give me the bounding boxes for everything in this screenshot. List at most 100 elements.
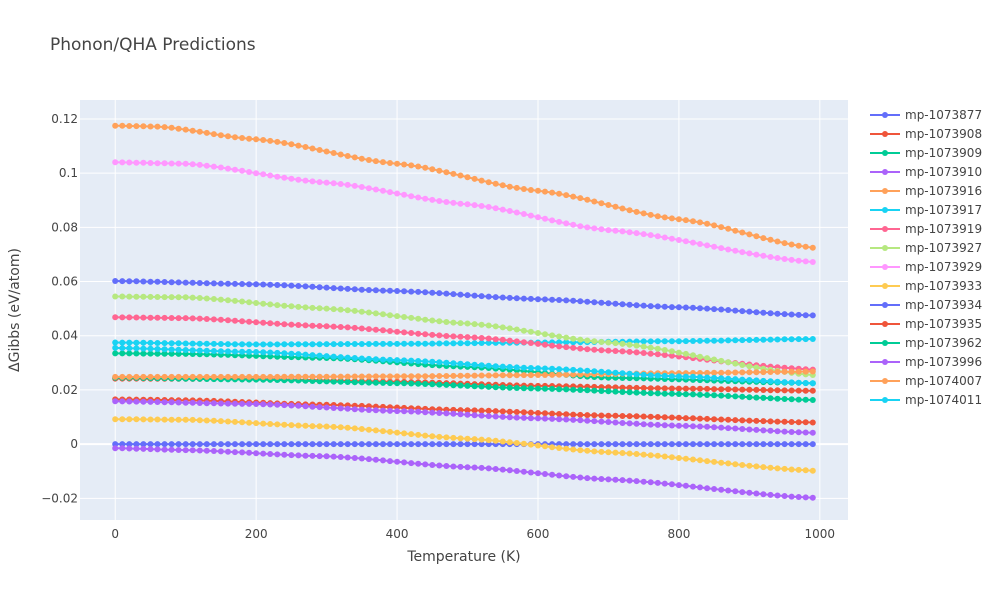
data-point (154, 399, 161, 405)
data-point (401, 161, 408, 168)
data-point (626, 420, 633, 427)
legend-item[interactable]: mp-1073917 (870, 203, 982, 217)
data-point (372, 356, 379, 363)
data-point (443, 373, 450, 379)
data-point (739, 462, 746, 468)
legend-item[interactable]: mp-1073934 (870, 298, 982, 312)
data-point (281, 321, 288, 328)
data-point (591, 412, 598, 419)
data-point (225, 317, 231, 324)
data-point (612, 449, 619, 456)
data-point (661, 214, 668, 221)
series-line (115, 400, 813, 434)
data-point (788, 368, 795, 375)
data-point (450, 463, 457, 470)
data-point (549, 342, 556, 349)
data-point (239, 400, 246, 407)
data-point (415, 330, 422, 337)
data-point (380, 356, 386, 363)
data-point (753, 463, 760, 470)
legend-item[interactable]: mp-1073916 (870, 184, 982, 198)
data-point (492, 437, 499, 444)
data-point (654, 452, 661, 459)
data-point (330, 353, 337, 360)
data-point (633, 349, 640, 356)
data-point (499, 363, 506, 370)
x-tick-label: 1000 (805, 527, 836, 541)
data-point (718, 459, 725, 466)
data-point (422, 432, 429, 439)
data-point (401, 430, 408, 437)
data-point (210, 316, 217, 323)
legend-item[interactable]: mp-1073910 (870, 165, 982, 179)
data-point (380, 287, 386, 294)
data-point (457, 407, 464, 414)
data-point (697, 219, 703, 226)
data-point (739, 376, 746, 383)
data-point (767, 310, 774, 317)
legend-item[interactable]: mp-1073908 (870, 127, 982, 141)
data-point (739, 229, 746, 236)
legend-item[interactable]: mp-1074011 (870, 393, 982, 407)
data-point (351, 441, 358, 448)
data-point (584, 441, 591, 448)
legend-item[interactable]: mp-1073927 (870, 241, 982, 255)
data-point (682, 373, 689, 380)
data-point (351, 286, 358, 293)
data-point (140, 159, 147, 166)
data-point (260, 349, 267, 356)
data-point (471, 334, 478, 341)
data-point (225, 165, 231, 172)
data-point (253, 420, 260, 427)
data-point (668, 481, 675, 488)
legend-item[interactable]: mp-1073962 (870, 336, 982, 350)
data-point (591, 418, 598, 425)
data-point (802, 312, 809, 319)
data-point (584, 367, 591, 374)
data-point (358, 355, 365, 362)
data-point (746, 369, 753, 376)
legend-swatch-marker (882, 378, 888, 384)
data-point (591, 475, 598, 482)
data-point (654, 233, 661, 240)
data-point (711, 486, 718, 492)
data-point (556, 472, 563, 479)
data-point (725, 416, 732, 423)
data-point (661, 480, 668, 487)
data-point (443, 199, 450, 205)
data-point (661, 372, 668, 379)
data-point (556, 333, 563, 340)
data-point (337, 151, 344, 158)
data-point (217, 296, 224, 303)
data-point (119, 159, 126, 166)
data-point (725, 487, 732, 494)
data-point (365, 185, 372, 192)
data-point (408, 340, 415, 347)
data-point (253, 401, 260, 407)
data-point (584, 447, 591, 454)
data-point (161, 350, 168, 357)
data-point (281, 302, 288, 309)
legend-item[interactable]: mp-1073909 (870, 146, 982, 160)
data-point (358, 308, 365, 315)
legend-item[interactable]: mp-1073935 (870, 317, 982, 331)
x-tick-label: 200 (245, 527, 268, 541)
legend-item[interactable]: mp-1073919 (870, 222, 982, 236)
data-point (344, 285, 351, 292)
legend-item[interactable]: mp-1074007 (870, 374, 982, 388)
data-point (739, 393, 746, 400)
x-tick-label: 800 (667, 527, 690, 541)
data-point (682, 217, 689, 224)
legend-item[interactable]: mp-1073996 (870, 355, 982, 369)
data-point (408, 460, 415, 467)
data-point (746, 250, 753, 257)
legend-item[interactable]: mp-1073929 (870, 260, 982, 274)
legend-item[interactable]: mp-1073877 (870, 108, 982, 122)
data-point (704, 242, 711, 249)
legend-item[interactable]: mp-1073933 (870, 279, 982, 293)
data-point (168, 294, 175, 301)
data-point (647, 413, 654, 420)
data-point (605, 227, 612, 234)
data-point (668, 304, 675, 311)
